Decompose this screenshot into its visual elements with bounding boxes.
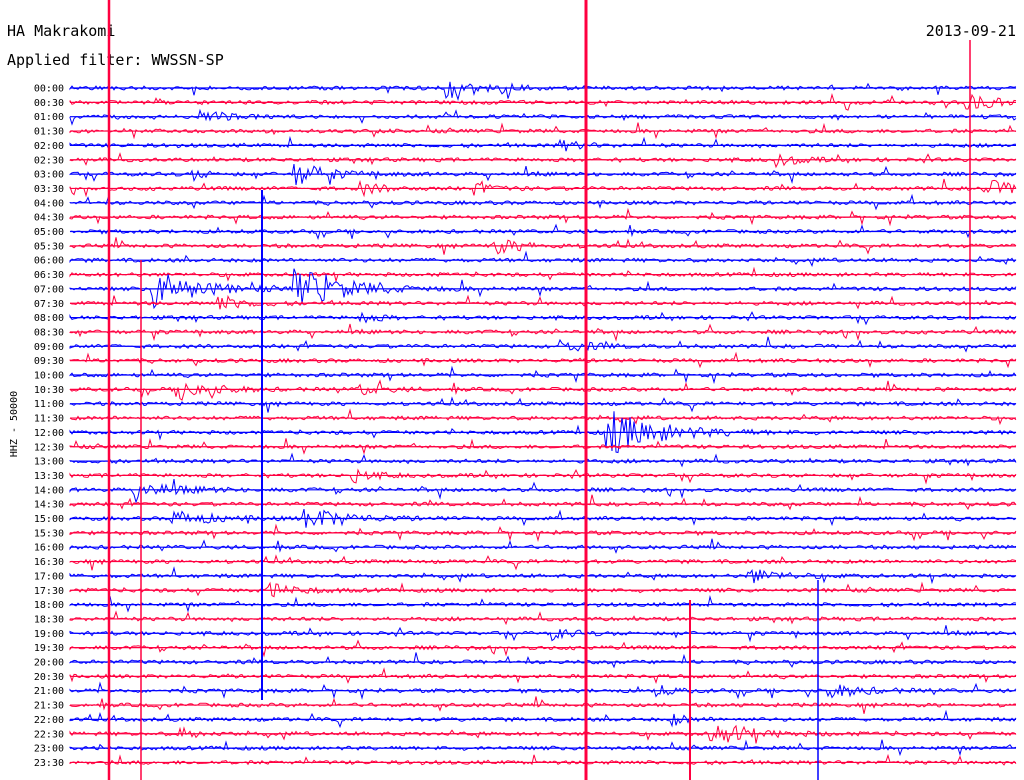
trace-group xyxy=(69,81,1017,766)
time-tick-1900: 19:00 xyxy=(34,629,64,640)
trace-0930 xyxy=(69,351,1017,369)
time-tick-0730: 07:30 xyxy=(34,299,64,310)
trace-0200 xyxy=(69,135,1017,152)
time-tick-1630: 16:30 xyxy=(34,557,64,568)
trace-2330 xyxy=(69,753,1017,766)
filter-label: Applied filter: WWSSN-SP xyxy=(7,51,224,69)
time-tick-1400: 14:00 xyxy=(34,485,64,496)
time-tick-2100: 21:00 xyxy=(34,686,64,697)
time-tick-0130: 01:30 xyxy=(34,127,64,138)
trace-0700 xyxy=(69,268,1017,310)
time-tick-2330: 23:30 xyxy=(34,758,64,769)
time-tick-0200: 02:00 xyxy=(34,141,64,152)
time-tick-0500: 05:00 xyxy=(34,227,64,238)
trace-2300 xyxy=(69,739,1017,757)
time-tick-1930: 19:30 xyxy=(34,643,64,654)
trace-0030 xyxy=(69,92,1017,111)
time-tick-1300: 13:00 xyxy=(34,457,64,468)
trace-0730 xyxy=(69,294,1017,310)
trace-1800 xyxy=(69,595,1017,613)
trace-2100 xyxy=(69,681,1017,700)
trace-0800 xyxy=(69,311,1017,326)
time-tick-0700: 07:00 xyxy=(34,284,64,295)
trace-1600 xyxy=(69,538,1017,554)
time-tick-1800: 18:00 xyxy=(34,600,64,611)
time-tick-0930: 09:30 xyxy=(34,356,64,367)
time-tick-1700: 17:00 xyxy=(34,571,64,582)
trace-1100 xyxy=(69,396,1017,413)
time-tick-1000: 10:00 xyxy=(34,371,64,382)
time-tick-0430: 04:30 xyxy=(34,213,64,224)
station-title: HA Makrakomi xyxy=(7,22,115,40)
channel-label: HHZ - 50000 xyxy=(9,391,20,457)
trace-0830 xyxy=(69,323,1017,342)
trace-2230 xyxy=(69,724,1017,744)
trace-1230 xyxy=(69,438,1017,455)
time-tick-1430: 14:30 xyxy=(34,500,64,511)
trace-1200 xyxy=(69,411,1017,454)
time-tick-1330: 13:30 xyxy=(34,471,64,482)
time-tick-0230: 02:30 xyxy=(34,155,64,166)
time-tick-2030: 20:30 xyxy=(34,672,64,683)
trace-0630 xyxy=(69,266,1017,283)
trace-1930 xyxy=(69,639,1017,658)
trace-0330 xyxy=(69,178,1017,198)
time-tick-2130: 21:30 xyxy=(34,701,64,712)
trace-1630 xyxy=(69,554,1017,571)
time-tick-0330: 03:30 xyxy=(34,184,64,195)
trace-1400 xyxy=(69,479,1017,504)
time-tick-1200: 12:00 xyxy=(34,428,64,439)
time-tick-1830: 18:30 xyxy=(34,614,64,625)
time-tick-0000: 00:00 xyxy=(34,84,64,95)
time-tick-1130: 11:30 xyxy=(34,414,64,425)
time-tick-2200: 22:00 xyxy=(34,715,64,726)
time-tick-0800: 08:00 xyxy=(34,313,64,324)
time-tick-2000: 20:00 xyxy=(34,658,64,669)
trace-1830 xyxy=(69,610,1017,626)
time-tick-2300: 23:00 xyxy=(34,744,64,755)
time-tick-0600: 06:00 xyxy=(34,256,64,267)
time-tick-0630: 06:30 xyxy=(34,270,64,281)
time-tick-1100: 11:00 xyxy=(34,399,64,410)
trace-0230 xyxy=(69,152,1017,169)
time-tick-1730: 17:30 xyxy=(34,586,64,597)
time-tick-0300: 03:00 xyxy=(34,170,64,181)
time-tick-0100: 01:00 xyxy=(34,112,64,123)
trace-0900 xyxy=(69,336,1017,353)
trace-1300 xyxy=(69,452,1017,468)
trace-0100 xyxy=(69,108,1017,126)
spike-group xyxy=(107,0,971,780)
trace-2000 xyxy=(69,652,1017,669)
time-tick-2230: 22:30 xyxy=(34,729,64,740)
time-tick-1230: 12:30 xyxy=(34,442,64,453)
time-tick-1030: 10:30 xyxy=(34,385,64,396)
trace-1330 xyxy=(69,468,1017,485)
date-label: 2013-09-21 xyxy=(926,22,1016,40)
time-tick-1530: 15:30 xyxy=(34,528,64,539)
trace-2130 xyxy=(69,696,1017,714)
trace-1130 xyxy=(69,408,1017,426)
trace-1000 xyxy=(69,365,1017,385)
time-tick-0830: 08:30 xyxy=(34,327,64,338)
time-tick-0030: 00:30 xyxy=(34,98,64,109)
time-tick-labels: 00:00 00:30 01:00 01:30 02:00 02:30 03:00 03:30… xyxy=(34,84,64,769)
trace-0130 xyxy=(69,122,1017,140)
trace-0600 xyxy=(69,250,1017,267)
trace-1030 xyxy=(69,379,1017,401)
time-tick-0400: 04:00 xyxy=(34,198,64,209)
time-tick-0900: 09:00 xyxy=(34,342,64,353)
time-tick-0530: 05:30 xyxy=(34,241,64,252)
time-tick-1600: 16:00 xyxy=(34,543,64,554)
trace-0000 xyxy=(69,81,1017,102)
trace-1430 xyxy=(69,494,1017,511)
time-tick-1500: 15:00 xyxy=(34,514,64,525)
